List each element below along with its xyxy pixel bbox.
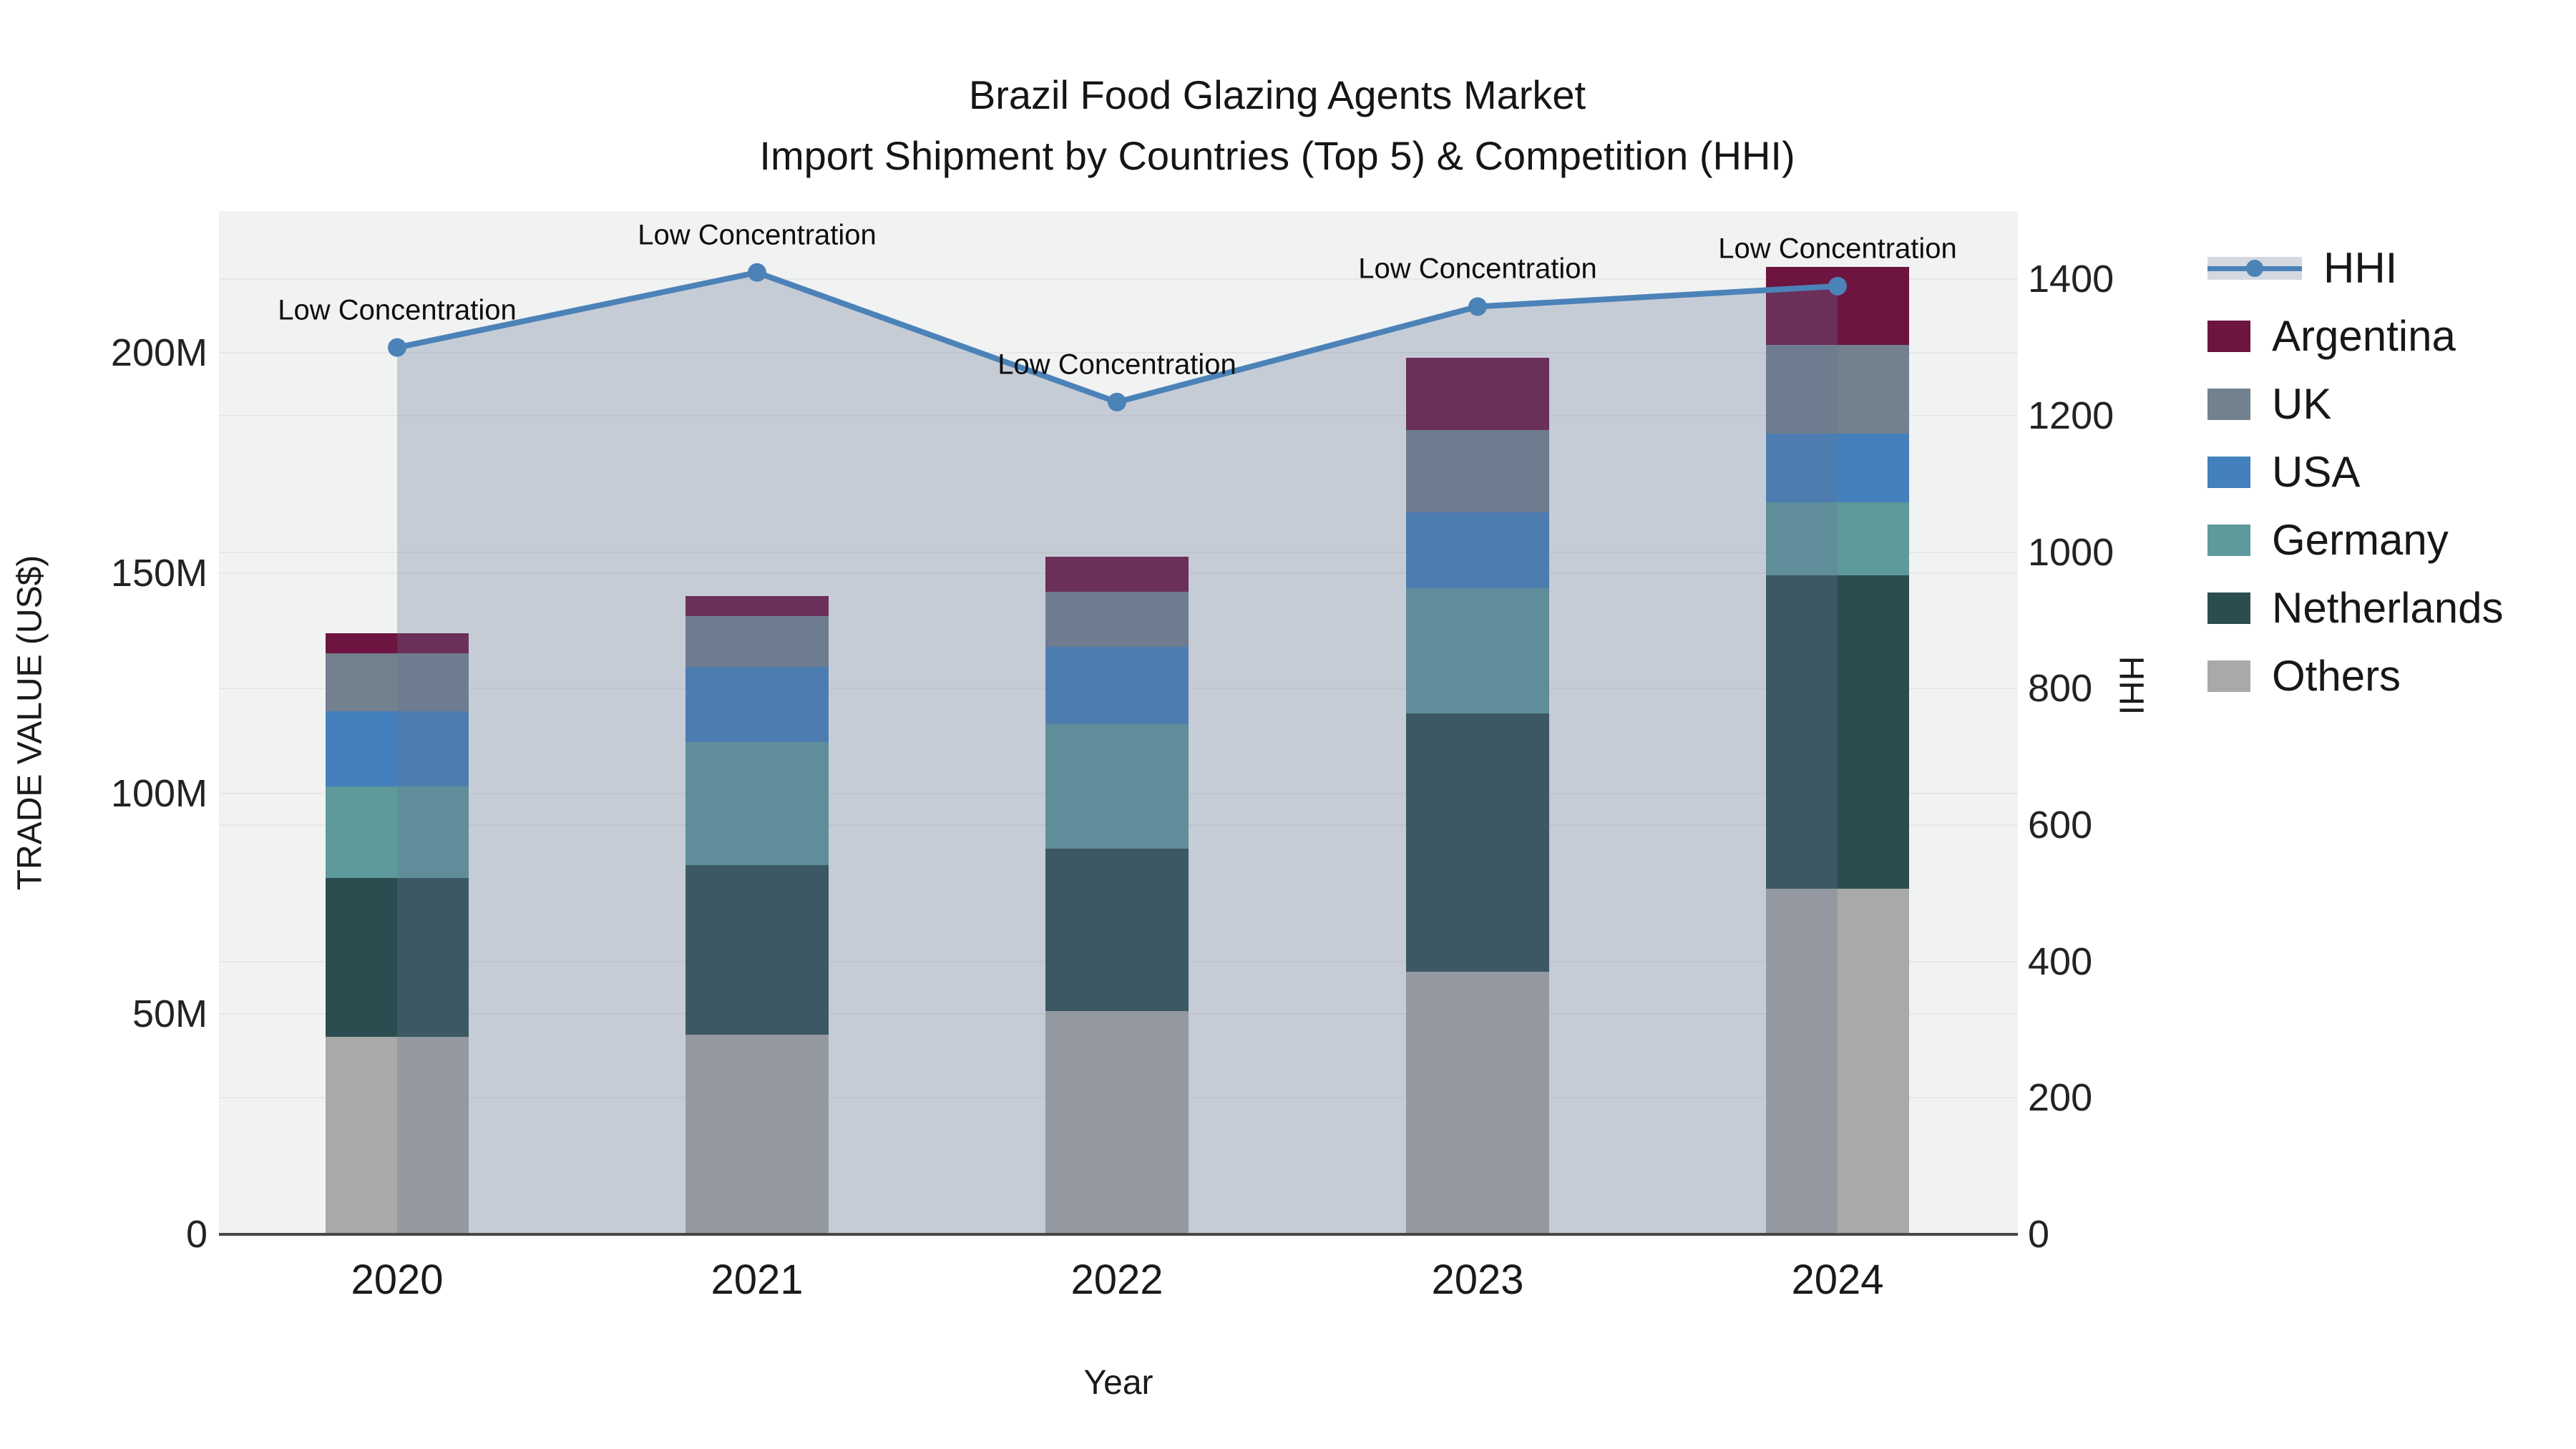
- bar-2021-germany[interactable]: [686, 742, 829, 865]
- bar-2021-uk[interactable]: [686, 615, 829, 668]
- bar-2023-argentina[interactable]: [1406, 358, 1549, 431]
- hhi-area-fill: [397, 272, 1838, 1234]
- bar-2022-uk[interactable]: [1045, 592, 1189, 648]
- x-tick-2024: 2024: [1791, 1257, 1884, 1303]
- legend-swatch-netherlands: [2207, 592, 2250, 624]
- bar-2023-germany[interactable]: [1406, 588, 1549, 714]
- legend-swatch-uk: [2207, 388, 2250, 420]
- y-left-tick-0: 0: [185, 1213, 208, 1256]
- y-right-tick-200: 200: [2028, 1076, 2093, 1120]
- y-axis-title-right: HHI: [2112, 655, 2150, 716]
- legend-item-uk[interactable]: UK: [2207, 379, 2331, 429]
- gridline-left-200M: [219, 352, 2018, 354]
- gridline-right-1000: [219, 551, 2018, 553]
- bar-2020-others[interactable]: [326, 1037, 469, 1234]
- legend-label-argentina: Argentina: [2272, 312, 2456, 360]
- bar-2023-netherlands[interactable]: [1406, 713, 1549, 972]
- bar-2022-others[interactable]: [1045, 1010, 1189, 1234]
- bar-2021-argentina[interactable]: [686, 596, 829, 616]
- y-left-tick-150m: 150M: [110, 552, 208, 595]
- annotation-2021: Low Concentration: [638, 219, 877, 251]
- x-axis-line: [219, 1233, 2018, 1236]
- bar-2024-uk[interactable]: [1766, 345, 1909, 434]
- legend-label-netherlands: Netherlands: [2272, 584, 2504, 632]
- bar-2020-netherlands[interactable]: [326, 878, 469, 1038]
- bar-2020-germany[interactable]: [326, 786, 469, 879]
- bar-2020-usa[interactable]: [326, 711, 469, 787]
- y-left-tick-200m: 200M: [110, 331, 208, 375]
- legend-hhi-line-sample: [2207, 253, 2302, 284]
- legend-swatch-argentina: [2207, 320, 2250, 352]
- legend-swatch-usa: [2207, 456, 2250, 488]
- bar-2022-usa[interactable]: [1045, 647, 1189, 725]
- y-axis-title-left: TRADE VALUE (US$): [11, 555, 49, 891]
- y-right-tick-1200: 1200: [2028, 394, 2114, 437]
- y-right-tick-800: 800: [2028, 667, 2093, 711]
- bar-2024-others[interactable]: [1766, 889, 1909, 1234]
- y-left-tick-100m: 100M: [110, 772, 208, 816]
- legend-item-argentina[interactable]: Argentina: [2207, 311, 2456, 361]
- hhi-overlay-svg: [388, 263, 1847, 1234]
- plot-area: [219, 211, 2018, 1234]
- y-right-tick-600: 600: [2028, 804, 2093, 847]
- legend-swatch-germany: [2207, 524, 2250, 556]
- bar-2021-usa[interactable]: [686, 667, 829, 743]
- legend-label-uk: UK: [2272, 380, 2332, 428]
- legend-item-germany[interactable]: Germany: [2207, 515, 2449, 565]
- legend-item-netherlands[interactable]: Netherlands: [2207, 583, 2504, 633]
- bar-2022-netherlands[interactable]: [1045, 848, 1189, 1011]
- hhi-marker-2020[interactable]: [388, 338, 406, 357]
- y-right-tick-0: 0: [2028, 1213, 2050, 1256]
- legend-label-hhi: HHI: [2323, 244, 2398, 292]
- legend-item-hhi[interactable]: HHI: [2207, 243, 2397, 293]
- y-right-tick-400: 400: [2028, 940, 2093, 983]
- legend-label-others: Others: [2272, 652, 2401, 700]
- y-right-tick-1000: 1000: [2028, 530, 2114, 574]
- bar-2024-netherlands[interactable]: [1766, 575, 1909, 889]
- x-axis-title: Year: [1083, 1364, 1153, 1402]
- chart-title-line1: Brazil Food Glazing Agents Market: [968, 72, 1586, 117]
- bar-2024-germany[interactable]: [1766, 502, 1909, 576]
- bar-2022-argentina[interactable]: [1045, 557, 1189, 592]
- gridline-right-1200: [219, 415, 2018, 416]
- x-tick-2021: 2021: [711, 1257, 804, 1303]
- bar-2023-usa[interactable]: [1406, 512, 1549, 589]
- bar-2021-netherlands[interactable]: [686, 864, 829, 1035]
- bar-2022-germany[interactable]: [1045, 724, 1189, 849]
- bar-2020-uk[interactable]: [326, 653, 469, 711]
- legend-item-usa[interactable]: USA: [2207, 447, 2360, 497]
- x-tick-2023: 2023: [1431, 1257, 1524, 1303]
- annotation-2024: Low Concentration: [1718, 233, 1957, 265]
- y-right-tick-1400: 1400: [2028, 258, 2114, 301]
- legend-item-others[interactable]: Others: [2207, 651, 2401, 701]
- annotation-2023: Low Concentration: [1358, 253, 1597, 285]
- hhi-marker-2024[interactable]: [1828, 276, 1847, 296]
- hhi-marker-2023[interactable]: [1468, 297, 1487, 316]
- legend-label-usa: USA: [2272, 448, 2361, 496]
- bar-2020-argentina[interactable]: [326, 633, 469, 654]
- legend-label-germany: Germany: [2272, 516, 2449, 564]
- x-tick-2020: 2020: [351, 1257, 444, 1303]
- hhi-marker-2022[interactable]: [1108, 392, 1126, 411]
- bar-2024-usa[interactable]: [1766, 434, 1909, 503]
- bar-2023-uk[interactable]: [1406, 430, 1549, 513]
- gridline-right-1400: [219, 278, 2018, 280]
- bar-2023-others[interactable]: [1406, 971, 1549, 1234]
- bar-2021-others[interactable]: [686, 1035, 829, 1234]
- annotation-2022: Low Concentration: [997, 348, 1236, 381]
- hhi-marker-2021[interactable]: [748, 263, 766, 282]
- chart-title-line2: Import Shipment by Countries (Top 5) & C…: [759, 133, 1795, 178]
- legend-swatch-others: [2207, 660, 2250, 692]
- annotation-2020: Low Concentration: [278, 294, 517, 326]
- x-tick-2022: 2022: [1070, 1257, 1163, 1303]
- y-left-tick-50m: 50M: [132, 992, 208, 1036]
